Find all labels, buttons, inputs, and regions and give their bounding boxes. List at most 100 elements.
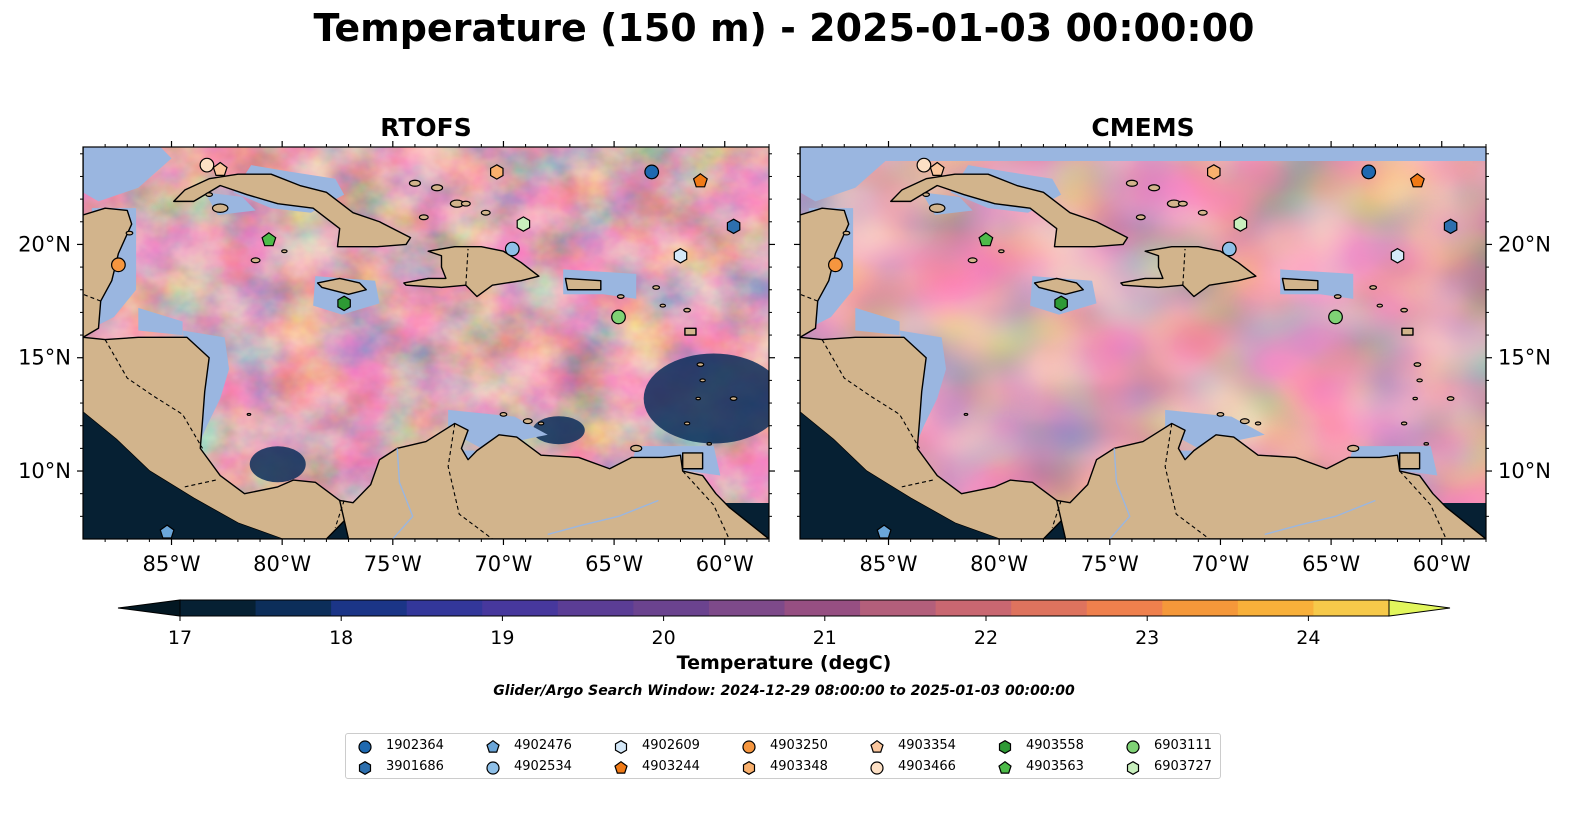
legend-marker-4903466 [870, 761, 884, 775]
colorbar-tick-label: 19 [490, 627, 514, 649]
country-border [1182, 248, 1186, 286]
island [1416, 378, 1423, 383]
land-hispaniola [403, 245, 540, 298]
legend-label: 4903354 [898, 738, 956, 753]
country-border [800, 293, 818, 302]
island [125, 230, 134, 236]
colorbar-tick-label: 18 [329, 627, 353, 649]
no-data-strip [800, 147, 1486, 161]
legend-label: 4903558 [1026, 738, 1084, 753]
legend-marker-4903354 [870, 739, 884, 753]
island [499, 411, 508, 417]
lat-tick-label: 20°N [1498, 232, 1551, 256]
lon-tick-label: 70°W [474, 552, 532, 576]
lat-tick-label: 20°N [18, 232, 71, 256]
colorbar-tick-label: 22 [974, 627, 998, 649]
legend-marker-4902476 [486, 739, 500, 753]
lon-tick-label: 75°W [364, 552, 422, 576]
lon-tick-label: 85°W [860, 552, 918, 576]
colorbar-segment [557, 600, 634, 616]
island [695, 396, 701, 401]
island [683, 307, 692, 313]
legend-label: 4902476 [514, 738, 572, 753]
legend-marker-4903250 [742, 740, 756, 754]
float-3901686 [726, 218, 741, 235]
island [408, 179, 422, 187]
float-4903563 [978, 232, 994, 247]
legend-label: 4903563 [1026, 759, 1084, 774]
legend-label: 4903244 [642, 759, 700, 774]
country-border [184, 479, 216, 488]
colorbar-tick-label: 17 [168, 627, 192, 649]
float-4903250 [828, 257, 843, 273]
island [1347, 444, 1360, 452]
island [706, 442, 713, 446]
lon-tick-label: 85°W [143, 552, 201, 576]
river [1264, 499, 1376, 536]
island [1333, 294, 1342, 299]
land-puertorico [564, 277, 602, 291]
float-4902609 [1390, 247, 1405, 264]
float-4903250 [111, 257, 126, 273]
lat-tick-label: 15°N [18, 346, 71, 370]
pacific-ocean [800, 412, 1000, 539]
legend-marker-6903111 [1126, 740, 1140, 754]
float-6903111 [611, 309, 626, 325]
island [1369, 285, 1378, 290]
shelf-area [855, 307, 900, 336]
float-1902364 [1361, 164, 1377, 180]
colorbar: 17 18 19 20 21 22 23 24 [117, 599, 1451, 649]
lat-tick-label: 10°N [1498, 459, 1551, 483]
island [430, 184, 444, 192]
island [537, 421, 545, 426]
lon-tick-label: 70°W [1191, 552, 1249, 576]
country-border [447, 423, 493, 539]
legend-marker-4902609 [614, 740, 628, 754]
land-hispaniola [1120, 245, 1257, 298]
island [1400, 307, 1409, 313]
legend-label: 4903466 [898, 759, 956, 774]
colorbar-extend-high [1388, 599, 1451, 617]
colorbar-segment [1011, 600, 1088, 616]
island [1446, 396, 1455, 401]
legend-label: 4902534 [514, 759, 572, 774]
legend-marker-4902534 [486, 761, 500, 775]
island [998, 249, 1005, 254]
island [1254, 421, 1262, 426]
legend-marker-4903244 [614, 760, 628, 774]
colorbar-tick-label: 24 [1296, 627, 1320, 649]
colorbar-segment [1313, 600, 1390, 616]
float-4902476 [876, 524, 892, 539]
island [1400, 421, 1408, 426]
pentagon-marker-icon [870, 739, 884, 753]
island [928, 203, 946, 213]
pentagon-marker-icon [998, 760, 1012, 774]
legend-label: 6903727 [1154, 759, 1212, 774]
island [922, 192, 931, 197]
island [1135, 214, 1146, 221]
island [281, 249, 288, 254]
float-1902364 [644, 164, 660, 180]
island [1413, 362, 1422, 367]
colorbar-segment [1162, 600, 1239, 616]
colorbar-segment [1086, 600, 1163, 616]
island [1412, 396, 1418, 401]
colorbar-label: Temperature (degC) [676, 652, 892, 674]
map-frame [799, 146, 1487, 540]
map-panel-cmems [800, 147, 1486, 539]
country-border [465, 248, 469, 286]
land-trinidad [681, 452, 704, 470]
legend-grid: 1902364 3901686 4902476 4902534 4902609 49032… [346, 734, 1220, 778]
island [480, 209, 491, 216]
island [211, 203, 229, 213]
float-4903466 [916, 157, 932, 173]
circle-marker-icon [486, 761, 500, 775]
land-yucatan [800, 147, 850, 339]
shelf-area [83, 147, 172, 202]
legend-marker-4903563 [998, 760, 1012, 774]
river [1109, 448, 1131, 539]
cold-anomaly [532, 416, 585, 445]
lon-tick-label: 80°W [253, 552, 311, 576]
colorbar-segment [784, 600, 861, 616]
float-4903348 [490, 164, 504, 180]
